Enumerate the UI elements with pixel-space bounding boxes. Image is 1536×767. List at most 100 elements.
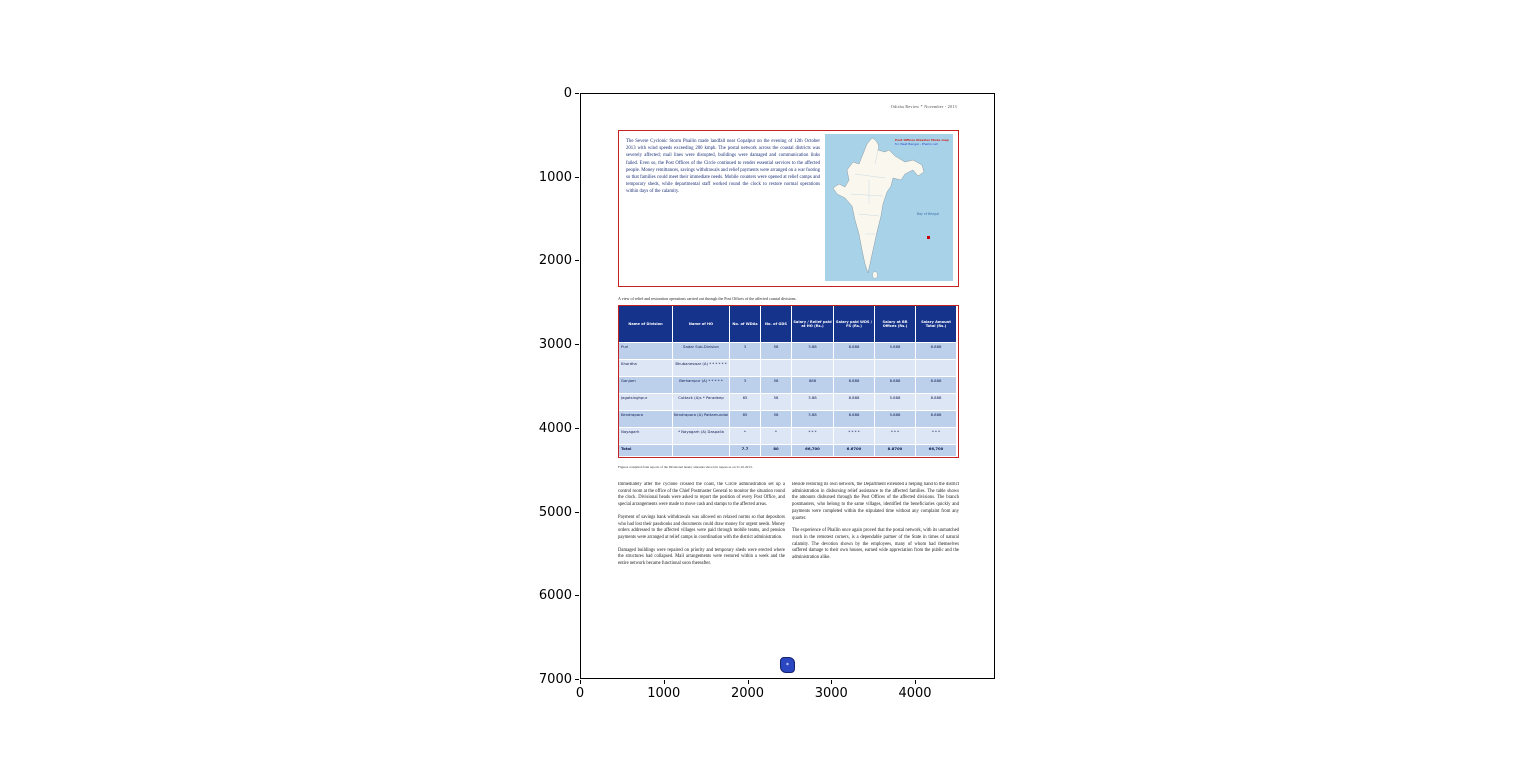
table-cell (761, 360, 792, 377)
x-tick-mark (580, 680, 581, 684)
intro-paragraph: The Severe Cyclonic Storm Phailin made l… (626, 139, 820, 195)
table-cell: Kendrapara (619, 411, 673, 428)
table-cell: 8.888 (875, 377, 916, 394)
table-cell: * (730, 428, 761, 445)
table-cell: Khordha (619, 360, 673, 377)
cyclone-location-dot (927, 236, 930, 239)
x-tick-label: 0 (575, 686, 585, 701)
table-cell: 58 (761, 377, 792, 394)
table-cell: Puri (619, 343, 673, 360)
table-cell (730, 360, 761, 377)
table-cell: Ganjam (619, 377, 673, 394)
table-total-cell: Total (619, 445, 673, 457)
x-tick-label: 3000 (814, 686, 848, 701)
table-cell: Nayagarh (619, 428, 673, 445)
table-cell: Jagatsinghpur (619, 394, 673, 411)
body-paragraph: Beside restoring its own network, the De… (792, 482, 959, 521)
table-cell: * (761, 428, 792, 445)
table-footnote: Figures compiled from reports of the Div… (618, 465, 753, 469)
table-total-cell: 66,700 (792, 445, 834, 457)
relief-table: Name of Division Name of HO No. of WDAs No.… (619, 306, 958, 457)
table-cell: 3 (730, 377, 761, 394)
y-tick-label: 0 (563, 86, 572, 101)
india-map: Post Offices Disaster Mode map for West … (825, 134, 953, 281)
article-column-left: Immediately after the cyclone crossed th… (618, 482, 785, 654)
table-cell: 5.888 (875, 394, 916, 411)
table-cell: 8.888 (834, 411, 875, 428)
table-cell: * * * * (834, 428, 875, 445)
table-total-cell: 7.7 (730, 445, 761, 457)
table-cell: 85 (730, 411, 761, 428)
table-cell: 85 (730, 394, 761, 411)
table-cell: Bhubaneswar (A) * * * * * * (673, 360, 730, 377)
table-header-cell: Salary at BR Offices (Rs.) (875, 306, 916, 343)
y-tick-label: 3000 (538, 337, 572, 353)
page-header: Odisha Review * November - 2013 (890, 104, 957, 109)
publisher-stamp: * (780, 657, 795, 673)
y-tick-label: 4000 (538, 420, 572, 436)
table-header-cell: Name of HO (673, 306, 730, 343)
table-cell: 3 (730, 343, 761, 360)
intro-box: The Severe Cyclonic Storm Phailin made l… (618, 130, 959, 287)
table-cell: 3.88 (792, 411, 834, 428)
table-total-cell: 8.8700 (875, 445, 916, 457)
y-tick-label: 2000 (538, 253, 572, 269)
x-tick-label: 1000 (647, 686, 681, 701)
table-cell: 8.888 (916, 394, 957, 411)
map-note: Post Offices Disaster Mode map for West … (895, 138, 951, 147)
body-paragraph: Payment of savings bank withdrawals was … (618, 514, 785, 540)
table-header-cell: Salary / Relief paid at HO (Rs.) (792, 306, 834, 343)
table-cell: * * * (875, 428, 916, 445)
table-header-cell: Name of Division (619, 306, 673, 343)
body-paragraph: Damaged buildings were repaired on prior… (618, 547, 785, 567)
table-header-cell: Salary paid WDS / FS (Rs.) (834, 306, 875, 343)
table-header-cell: No. of WDAs (730, 306, 761, 343)
table-cell: Cuttack (A)s * Paradeep (673, 394, 730, 411)
table-cell: Berhampur (A) * * * * * (673, 377, 730, 394)
table-cell: 8.888 (916, 377, 957, 394)
table-cell: 3.88 (792, 394, 834, 411)
table-cell: 8.888 (834, 343, 875, 360)
y-tick-label: 1000 (538, 169, 572, 185)
table-cell: * * * (916, 428, 957, 445)
x-tick-label: 4000 (898, 686, 932, 701)
table-cell: 5.888 (875, 411, 916, 428)
y-tick-mark (575, 595, 579, 597)
table-cell: * Nayagarh (A) Daspalla (673, 428, 730, 445)
map-note-line2: for West Bengal - Phailin cell (895, 141, 938, 146)
article-body: Immediately after the cyclone crossed th… (618, 482, 959, 654)
map-note-line1: Post Offices Disaster Mode map (895, 138, 949, 142)
table-cell: 8.888 (834, 394, 875, 411)
y-tick-mark (575, 176, 579, 178)
table-cell: 58 (761, 343, 792, 360)
x-tick-mark (915, 680, 916, 684)
y-tick-label: 7000 (538, 672, 572, 687)
table-cell: 8.888 (916, 411, 957, 428)
y-tick-mark (575, 679, 579, 680)
table-cell: 58 (761, 411, 792, 428)
plot-axes: Odisha Review * November - 2013 The Seve… (580, 93, 995, 679)
x-tick-mark (831, 680, 833, 684)
relief-table-wrap: Name of Division Name of HO No. of WDAs No.… (618, 305, 959, 458)
y-tick-mark (575, 93, 579, 94)
table-cell: Kendrapara (A) Pattamundai (673, 411, 730, 428)
table-cell (875, 360, 916, 377)
body-paragraph: Immediately after the cyclone crossed th… (618, 482, 785, 508)
y-tick-mark (575, 260, 579, 262)
table-total-cell (673, 445, 730, 457)
table-header-cell: Salary Amount Total (Rs.) (916, 306, 957, 343)
table-cell: 5.888 (875, 343, 916, 360)
table-cell: 8.888 (916, 343, 957, 360)
table-cell (792, 360, 834, 377)
y-tick-label: 6000 (538, 588, 572, 604)
table-total-cell: 80 (761, 445, 792, 457)
y-tick-mark (575, 511, 579, 513)
table-total-cell: 6.6700 (834, 445, 875, 457)
india-map-graphic (825, 134, 953, 281)
table-cell: Sadar Sub-Division (673, 343, 730, 360)
table-cell: 8.888 (834, 377, 875, 394)
y-tick-label: 5000 (538, 504, 572, 520)
x-tick-label: 2000 (730, 686, 765, 701)
table-cell: 58 (761, 394, 792, 411)
table-cell: * * * (792, 428, 834, 445)
